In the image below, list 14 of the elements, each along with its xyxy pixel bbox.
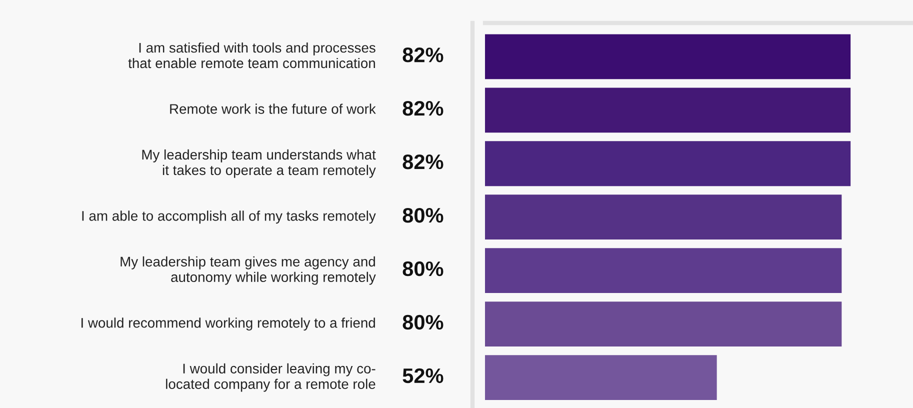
y-tick-label: I am able to accomplish all of my tasks remotely [82, 210, 376, 224]
data-label: 80% [402, 314, 444, 330]
data-label: 82% [402, 154, 444, 170]
data-label: 52% [402, 368, 444, 384]
data-label: 80% [402, 208, 444, 223]
y-tick-label: I would recommend working remotely to a friend [82, 318, 375, 331]
y-tick-label: I would consider leaving my co- located company for a remote role [166, 363, 376, 392]
y-tick-label: I am satisfied with tools and processes that enable remote team communication [128, 42, 376, 68]
y-tick-label: Remote work is the future of work [170, 104, 376, 114]
data-label: 82% [402, 48, 444, 62]
data-label: 82% [402, 101, 444, 116]
data-label: 80% [402, 261, 444, 276]
y-tick-label: My leadership team gives me agency and autonomy while working remotely [120, 256, 376, 285]
y-tick-label: My leadership team understands what it takes to operate a team remotely [142, 149, 376, 178]
